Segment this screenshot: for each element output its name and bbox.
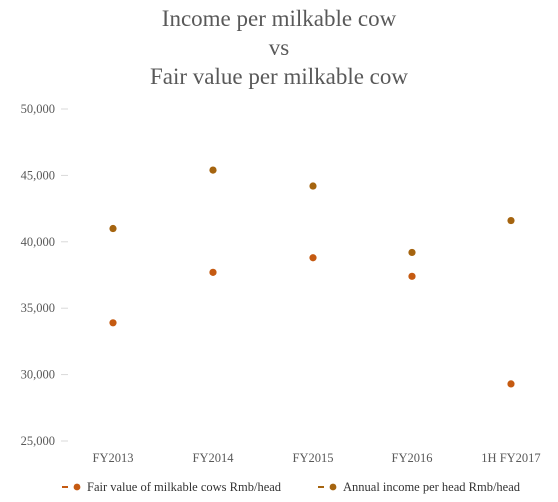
y-tick-label: 30,000 [21,368,55,382]
legend: Fair value of milkable cows Rmb/head Annu… [62,480,521,494]
data-point [109,224,117,233]
data-point [408,248,416,257]
data-point [408,272,416,280]
legend-label: Annual income per head Rmb/head [343,480,521,494]
data-point [507,216,515,225]
series-2 [109,166,515,257]
data-point [209,166,217,174]
data-point [507,380,515,388]
x-axis: FY2013 FY2014 FY2015 FY2016 1H FY2017 [93,451,541,465]
x-tick-label: FY2016 [392,451,433,465]
legend-label: Fair value of milkable cows Rmb/head [87,480,282,494]
y-tick-label: 45,000 [21,168,55,182]
chart-title-line-1: Income per milkable cow [161,6,397,31]
y-tick-label: 50,000 [21,102,55,116]
legend-point-marker [73,483,81,491]
chart-title-line-2: vs [268,35,290,60]
series-layer [109,166,515,388]
data-point [209,268,217,276]
x-tick-label: FY2013 [93,451,134,465]
y-tick-label: 25,000 [21,434,55,448]
data-point [309,254,317,262]
chart-title: Income per milkable cow vs Fair value pe… [0,4,558,91]
y-tick-label: 35,000 [21,301,55,315]
x-tick-label: FY2014 [193,451,235,465]
series-1 [109,254,515,388]
y-tick-label: 40,000 [21,235,55,249]
x-tick-label: FY2015 [293,451,334,465]
chart-title-line-3: Fair value per milkable cow [149,64,409,89]
data-point [109,319,117,327]
legend-point-marker [329,483,337,491]
x-tick-label: 1H FY2017 [481,451,540,465]
y-axis: 25,000 30,000 35,000 40,000 45,000 50,000 [21,102,68,448]
data-point [309,182,317,190]
